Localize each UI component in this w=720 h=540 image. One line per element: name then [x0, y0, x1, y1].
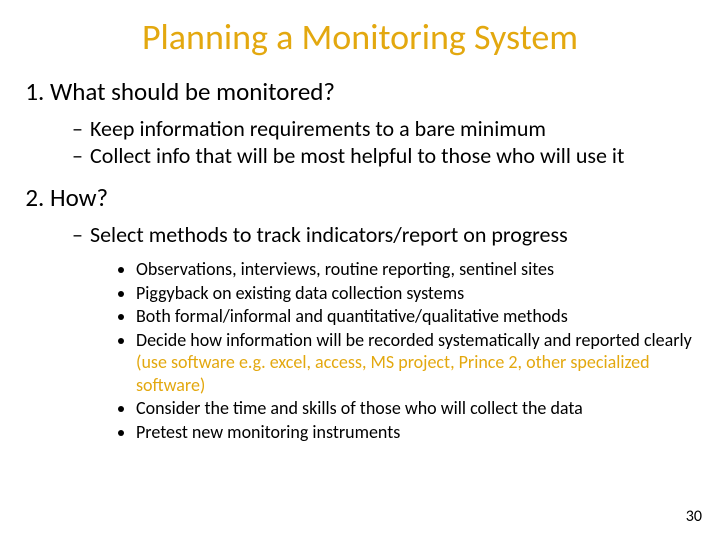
dash-item-text: Select methods to track indicators/repor… — [90, 221, 568, 248]
list-item: Decide how information will be recorded … — [136, 329, 692, 397]
list-item: Both formal/informal and quantitative/qu… — [136, 305, 692, 328]
bullet-list: Observations, interviews, routine report… — [90, 258, 692, 443]
list-item: Consider the time and skills of those wh… — [136, 397, 692, 420]
bullet-text: Consider the time and skills of those wh… — [136, 397, 583, 419]
section-1-dash-list: Keep information requirements to a bare … — [50, 115, 692, 170]
section-2: How? Select methods to track indicators/… — [50, 182, 692, 444]
numbered-list: What should be monitored? Keep informati… — [28, 76, 692, 444]
slide: Planning a Monitoring System What should… — [0, 0, 720, 540]
bullet-text: Both formal/informal and quantitative/qu… — [136, 305, 568, 327]
list-item: Observations, interviews, routine report… — [136, 258, 692, 281]
section-2-dash-list: Select methods to track indicators/repor… — [50, 221, 692, 444]
bullet-text: Piggyback on existing data collection sy… — [136, 282, 464, 304]
list-item: Pretest new monitoring instruments — [136, 421, 692, 444]
bullet-text: Pretest new monitoring instruments — [136, 421, 400, 443]
section-2-heading: How? — [50, 182, 108, 213]
section-1: What should be monitored? Keep informati… — [50, 76, 692, 170]
list-item: Select methods to track indicators/repor… — [72, 221, 692, 444]
bullet-text-accent: (use software e.g. excel, access, MS pro… — [136, 351, 650, 396]
list-item: Piggyback on existing data collection sy… — [136, 282, 692, 305]
slide-title: Planning a Monitoring System — [28, 18, 692, 58]
dash-item-text: Collect info that will be most helpful t… — [90, 142, 624, 169]
page-number: 30 — [686, 507, 702, 526]
list-item: Collect info that will be most helpful t… — [72, 142, 692, 170]
list-item: Keep information requirements to a bare … — [72, 115, 692, 143]
bullet-text: Decide how information will be recorded … — [136, 329, 692, 351]
section-1-heading: What should be monitored? — [50, 76, 335, 107]
dash-item-text: Keep information requirements to a bare … — [90, 115, 546, 142]
bullet-text: Observations, interviews, routine report… — [136, 258, 554, 280]
